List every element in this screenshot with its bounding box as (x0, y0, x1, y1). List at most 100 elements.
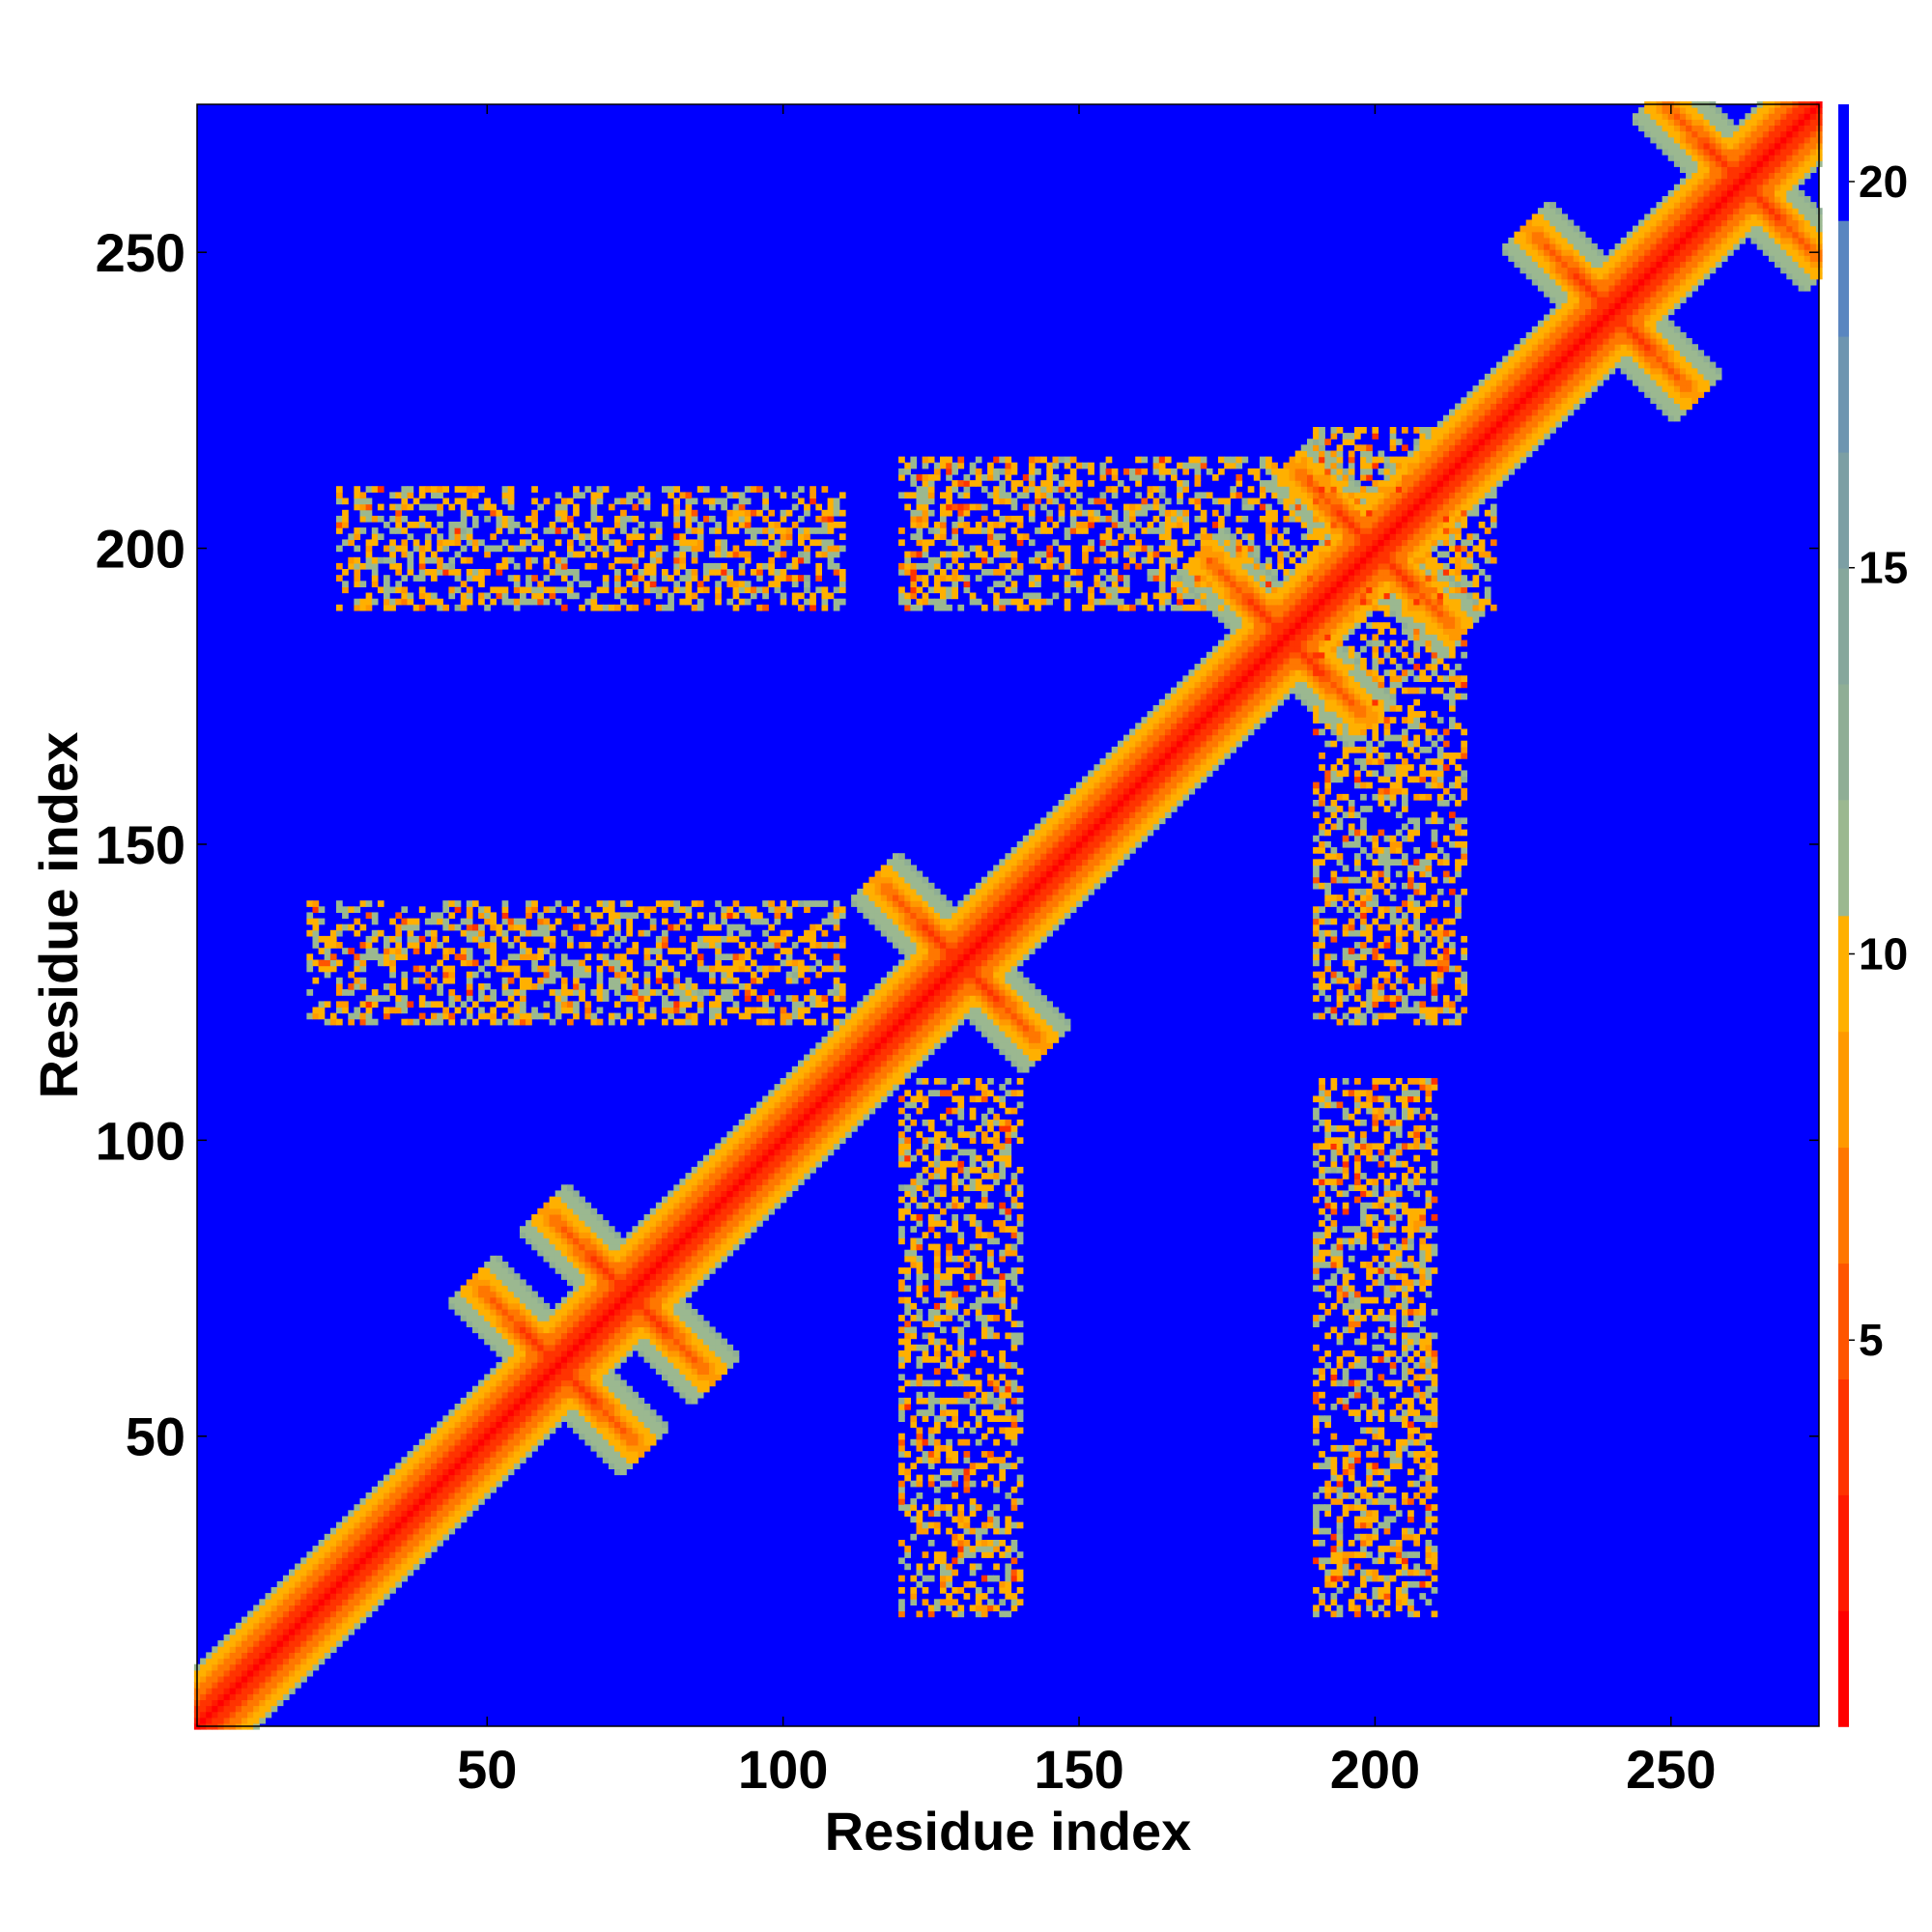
heatmap-cell (584, 1007, 592, 1014)
heatmap-cell (721, 1356, 728, 1363)
heatmap-cell (478, 1291, 485, 1298)
heatmap-cell (242, 1711, 248, 1719)
heatmap-cell (596, 497, 604, 505)
heatmap-cell (466, 1427, 473, 1435)
heatmap-cell (780, 515, 787, 523)
heatmap-cell (478, 503, 485, 511)
heatmap-cell (496, 1344, 503, 1351)
heatmap-cell (259, 1605, 267, 1612)
heatmap-cell (608, 906, 615, 914)
heatmap-cell (833, 545, 840, 553)
heatmap-cell (526, 912, 532, 920)
heatmap-cell (549, 1368, 556, 1376)
heatmap-cell (898, 1480, 905, 1488)
heatmap-cell (780, 539, 787, 547)
heatmap-cell (573, 1338, 580, 1346)
heatmap-cell (554, 1321, 562, 1328)
heatmap-cell (785, 1149, 793, 1156)
heatmap-cell (365, 1546, 373, 1552)
heatmap-cell (898, 1154, 905, 1162)
heatmap-cell (744, 1202, 752, 1209)
heatmap-cell (206, 1682, 213, 1689)
heatmap-cell (490, 1374, 497, 1381)
heatmap-cell (276, 1658, 284, 1665)
heatmap-cell (471, 1486, 479, 1493)
heatmap-cell (685, 1220, 693, 1227)
heatmap-cell (744, 1226, 752, 1233)
heatmap-cell (662, 1202, 668, 1209)
heatmap-cell (750, 959, 757, 967)
heatmap-cell (685, 1379, 693, 1387)
heatmap-cell (750, 1119, 757, 1126)
heatmap-cell (306, 1640, 314, 1647)
heatmap-cell (898, 1042, 905, 1049)
heatmap-cell (460, 1001, 468, 1009)
heatmap-cell (484, 1486, 491, 1493)
heatmap-cell (513, 1391, 521, 1399)
heatmap-cell (762, 1119, 769, 1126)
heatmap-cell (471, 1457, 479, 1463)
heatmap-cell (679, 1273, 687, 1280)
heatmap-cell (259, 1688, 267, 1694)
heatmap-cell (442, 900, 450, 907)
heatmap-cell (549, 1208, 556, 1215)
heatmap-cell (460, 918, 468, 925)
heatmap-cell (898, 1048, 905, 1056)
heatmap-cell (738, 1220, 746, 1227)
heatmap-cell (537, 1415, 545, 1423)
heatmap-cell (554, 1249, 562, 1257)
heatmap-cell (668, 1262, 674, 1268)
heatmap-cell (655, 1214, 663, 1221)
heatmap-cell (531, 1415, 538, 1423)
heatmap-cell (531, 1226, 538, 1233)
heatmap-cell (401, 971, 409, 979)
heatmap-cell (614, 581, 621, 588)
heatmap-cell (620, 1468, 627, 1476)
heatmap-cell (306, 1575, 314, 1582)
heatmap-cell (833, 989, 840, 996)
heatmap-cell (886, 989, 894, 996)
heatmap-cell (501, 1468, 509, 1476)
heatmap-cell (750, 1149, 757, 1156)
heatmap-cell (318, 1001, 326, 1009)
heatmap-cell (668, 1255, 674, 1263)
heatmap-cell (336, 1587, 343, 1594)
heatmap-cell (549, 1409, 556, 1416)
heatmap-cell (898, 598, 905, 606)
heatmap-cell (584, 1344, 592, 1351)
heatmap-cell (709, 1249, 716, 1257)
heatmap-cell (590, 1255, 598, 1263)
heatmap-cell (702, 1173, 710, 1179)
heatmap-cell (590, 1404, 598, 1410)
heatmap-cell (655, 1232, 663, 1239)
heatmap-cell (554, 1421, 562, 1429)
heatmap-cell (768, 935, 776, 943)
heatmap-cell (643, 1404, 651, 1410)
heatmap-cell (696, 486, 704, 493)
heatmap-cell (484, 1012, 491, 1020)
heatmap-cell (513, 965, 521, 973)
heatmap-cell (389, 948, 396, 954)
heatmap-cell (602, 1427, 610, 1435)
heatmap-cell (270, 1682, 278, 1689)
heatmap-cell (324, 1563, 331, 1571)
heatmap-cell (537, 1321, 545, 1328)
heatmap-cell (780, 1107, 787, 1115)
heatmap-cell (520, 1379, 526, 1387)
heatmap-cell (857, 1007, 864, 1014)
heatmap-cell (454, 923, 462, 931)
heatmap-cell (454, 1463, 462, 1470)
heatmap-cell (810, 929, 816, 937)
heatmap-cell (756, 1119, 763, 1126)
heatmap-cell (863, 895, 870, 901)
heatmap-cell (573, 912, 580, 920)
heatmap-cell (838, 1125, 846, 1132)
heatmap-cell (590, 1444, 598, 1452)
heatmap-cell (608, 1356, 615, 1363)
heatmap-cell (537, 929, 545, 937)
heatmap-cell (424, 1474, 432, 1482)
heatmap-cell (359, 1605, 367, 1612)
heatmap-cell (780, 1154, 787, 1162)
heatmap-cell (904, 1321, 912, 1328)
heatmap-cell (466, 995, 473, 1002)
